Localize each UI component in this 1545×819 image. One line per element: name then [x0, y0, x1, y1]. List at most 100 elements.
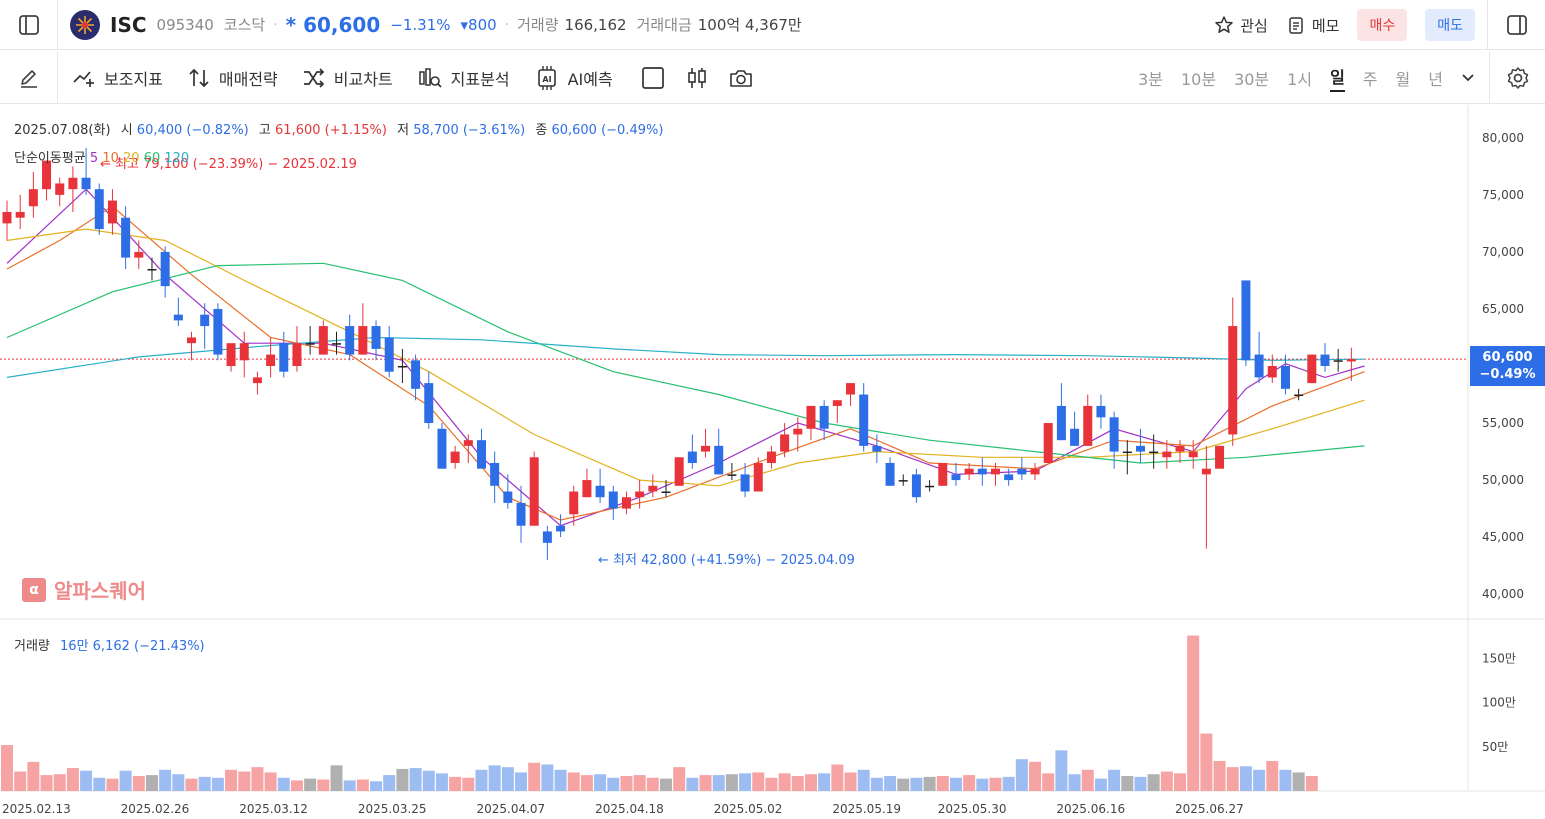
y-tick-label: 45,000	[1482, 530, 1524, 544]
candle-body	[556, 525, 566, 532]
volume-bar	[1068, 774, 1081, 791]
candle-body	[964, 468, 974, 475]
chart-type-candle-button[interactable]	[683, 64, 711, 92]
volume-bar	[580, 775, 593, 791]
volume-bar	[1042, 773, 1055, 791]
candle-body	[793, 428, 803, 435]
ma60-label: 60	[143, 151, 161, 166]
volume-bar	[1015, 759, 1028, 791]
period-1hour[interactable]: 1시	[1287, 70, 1313, 89]
candle-body	[1043, 423, 1053, 463]
compare-button[interactable]: 비교차트	[302, 66, 393, 90]
indicators-button[interactable]: 보조지표	[72, 66, 163, 90]
ticker-name[interactable]: ISC	[110, 12, 147, 37]
volume-bar	[1213, 760, 1226, 791]
ma120-label: 120	[164, 151, 190, 166]
chart-settings-button[interactable]	[1489, 52, 1545, 104]
volume-bar	[554, 769, 567, 791]
x-tick-label: 2025.06.27	[1175, 802, 1244, 816]
candle-body	[766, 451, 776, 463]
volume-bar	[804, 774, 817, 791]
ai-forecast-button[interactable]: AI AI예측	[534, 65, 613, 91]
shuffle-icon	[303, 67, 324, 88]
volume-bar	[475, 769, 488, 791]
period-week[interactable]: 주	[1362, 70, 1378, 89]
volume-bar	[686, 777, 699, 791]
volume-bar	[1266, 760, 1279, 791]
volume-bar	[211, 777, 224, 791]
close-label: 종	[535, 123, 548, 138]
volume-bar	[1108, 769, 1121, 791]
memo-label: 메모	[1311, 16, 1340, 35]
candle-body	[397, 366, 407, 368]
period-30min[interactable]: 30분	[1234, 70, 1270, 89]
candle-body	[674, 457, 684, 486]
candle-body	[318, 326, 328, 355]
gear-icon	[1507, 67, 1528, 89]
ma120-line	[6, 336, 1365, 378]
ma-legend[interactable]: 단순이동평균 5 10 20 60 120	[14, 147, 189, 166]
period-10min[interactable]: 10분	[1180, 70, 1217, 89]
candle-body	[345, 326, 355, 355]
candle-body	[1109, 417, 1119, 452]
volume-bar	[594, 774, 607, 791]
strategy-label: 매매전략	[218, 69, 278, 89]
candle-body	[424, 383, 434, 424]
candle-body	[15, 211, 25, 218]
ma60-line	[6, 262, 1365, 464]
volume-bar	[145, 775, 158, 791]
candle-body	[806, 405, 816, 429]
candle-body	[885, 462, 895, 486]
volume-bar	[660, 778, 672, 791]
left-panel-toggle[interactable]	[0, 0, 58, 50]
candle-body	[1267, 366, 1277, 378]
sell-button[interactable]: 매도	[1425, 9, 1475, 41]
candle-body	[1188, 451, 1198, 458]
candle-body	[542, 531, 552, 543]
x-tick-label: 2025.02.13	[2, 802, 71, 816]
chart-area[interactable]: 80,00075,00070,00065,00060,00055,00050,0…	[0, 105, 1545, 819]
screenshot-button[interactable]	[727, 64, 755, 92]
drawing-tool-button[interactable]	[0, 51, 58, 104]
volume-bar	[923, 776, 936, 791]
volume-bar	[1002, 776, 1015, 791]
period-year[interactable]: 년	[1428, 70, 1443, 89]
candle-body	[582, 480, 592, 498]
volume-bar	[818, 773, 831, 791]
x-tick-label: 2025.06.16	[1056, 802, 1125, 816]
volume-bar	[646, 777, 659, 791]
candle-body	[68, 177, 78, 190]
candle-body	[687, 451, 697, 463]
x-tick-label: 2025.05.02	[714, 802, 783, 816]
period-day[interactable]: 일	[1330, 64, 1345, 92]
header-bar: ISC 095340 코스닥 · * 60,600 −1.31% ▾800 · …	[0, 0, 1545, 50]
candle-body	[81, 177, 91, 190]
current-price: * 60,600	[285, 12, 381, 37]
strategy-button[interactable]: 매매전략	[187, 66, 278, 90]
period-3min[interactable]: 3분	[1138, 70, 1163, 89]
candle-body	[1280, 366, 1290, 389]
volume-bar	[1174, 773, 1187, 791]
memo-button[interactable]: 메모	[1286, 15, 1340, 36]
candle-body	[213, 308, 223, 355]
candle-body	[1333, 360, 1343, 362]
price-chart[interactable]: 80,00075,00070,00065,00060,00055,00050,0…	[0, 105, 1545, 819]
candle-body	[925, 485, 935, 488]
sidebar-right-icon	[1506, 15, 1527, 35]
pencil-icon	[20, 69, 37, 88]
candle-body	[55, 183, 65, 195]
watch-button[interactable]: 관심	[1214, 15, 1268, 36]
analysis-button[interactable]: 지표분석	[417, 66, 510, 90]
chart-type-area-button[interactable]	[639, 64, 667, 92]
volume-bar	[198, 776, 211, 791]
volume-bar	[1253, 769, 1266, 791]
volume-bar	[725, 774, 738, 791]
right-panel-toggle[interactable]	[1487, 0, 1545, 50]
volume-bar	[1121, 775, 1134, 791]
volume-bar	[1134, 776, 1147, 791]
buy-button[interactable]: 매수	[1357, 9, 1408, 41]
chevron-down-icon[interactable]	[1461, 71, 1475, 85]
analysis-label: 지표분석	[450, 69, 510, 89]
volume-bar	[567, 772, 580, 791]
period-month[interactable]: 월	[1395, 70, 1411, 89]
